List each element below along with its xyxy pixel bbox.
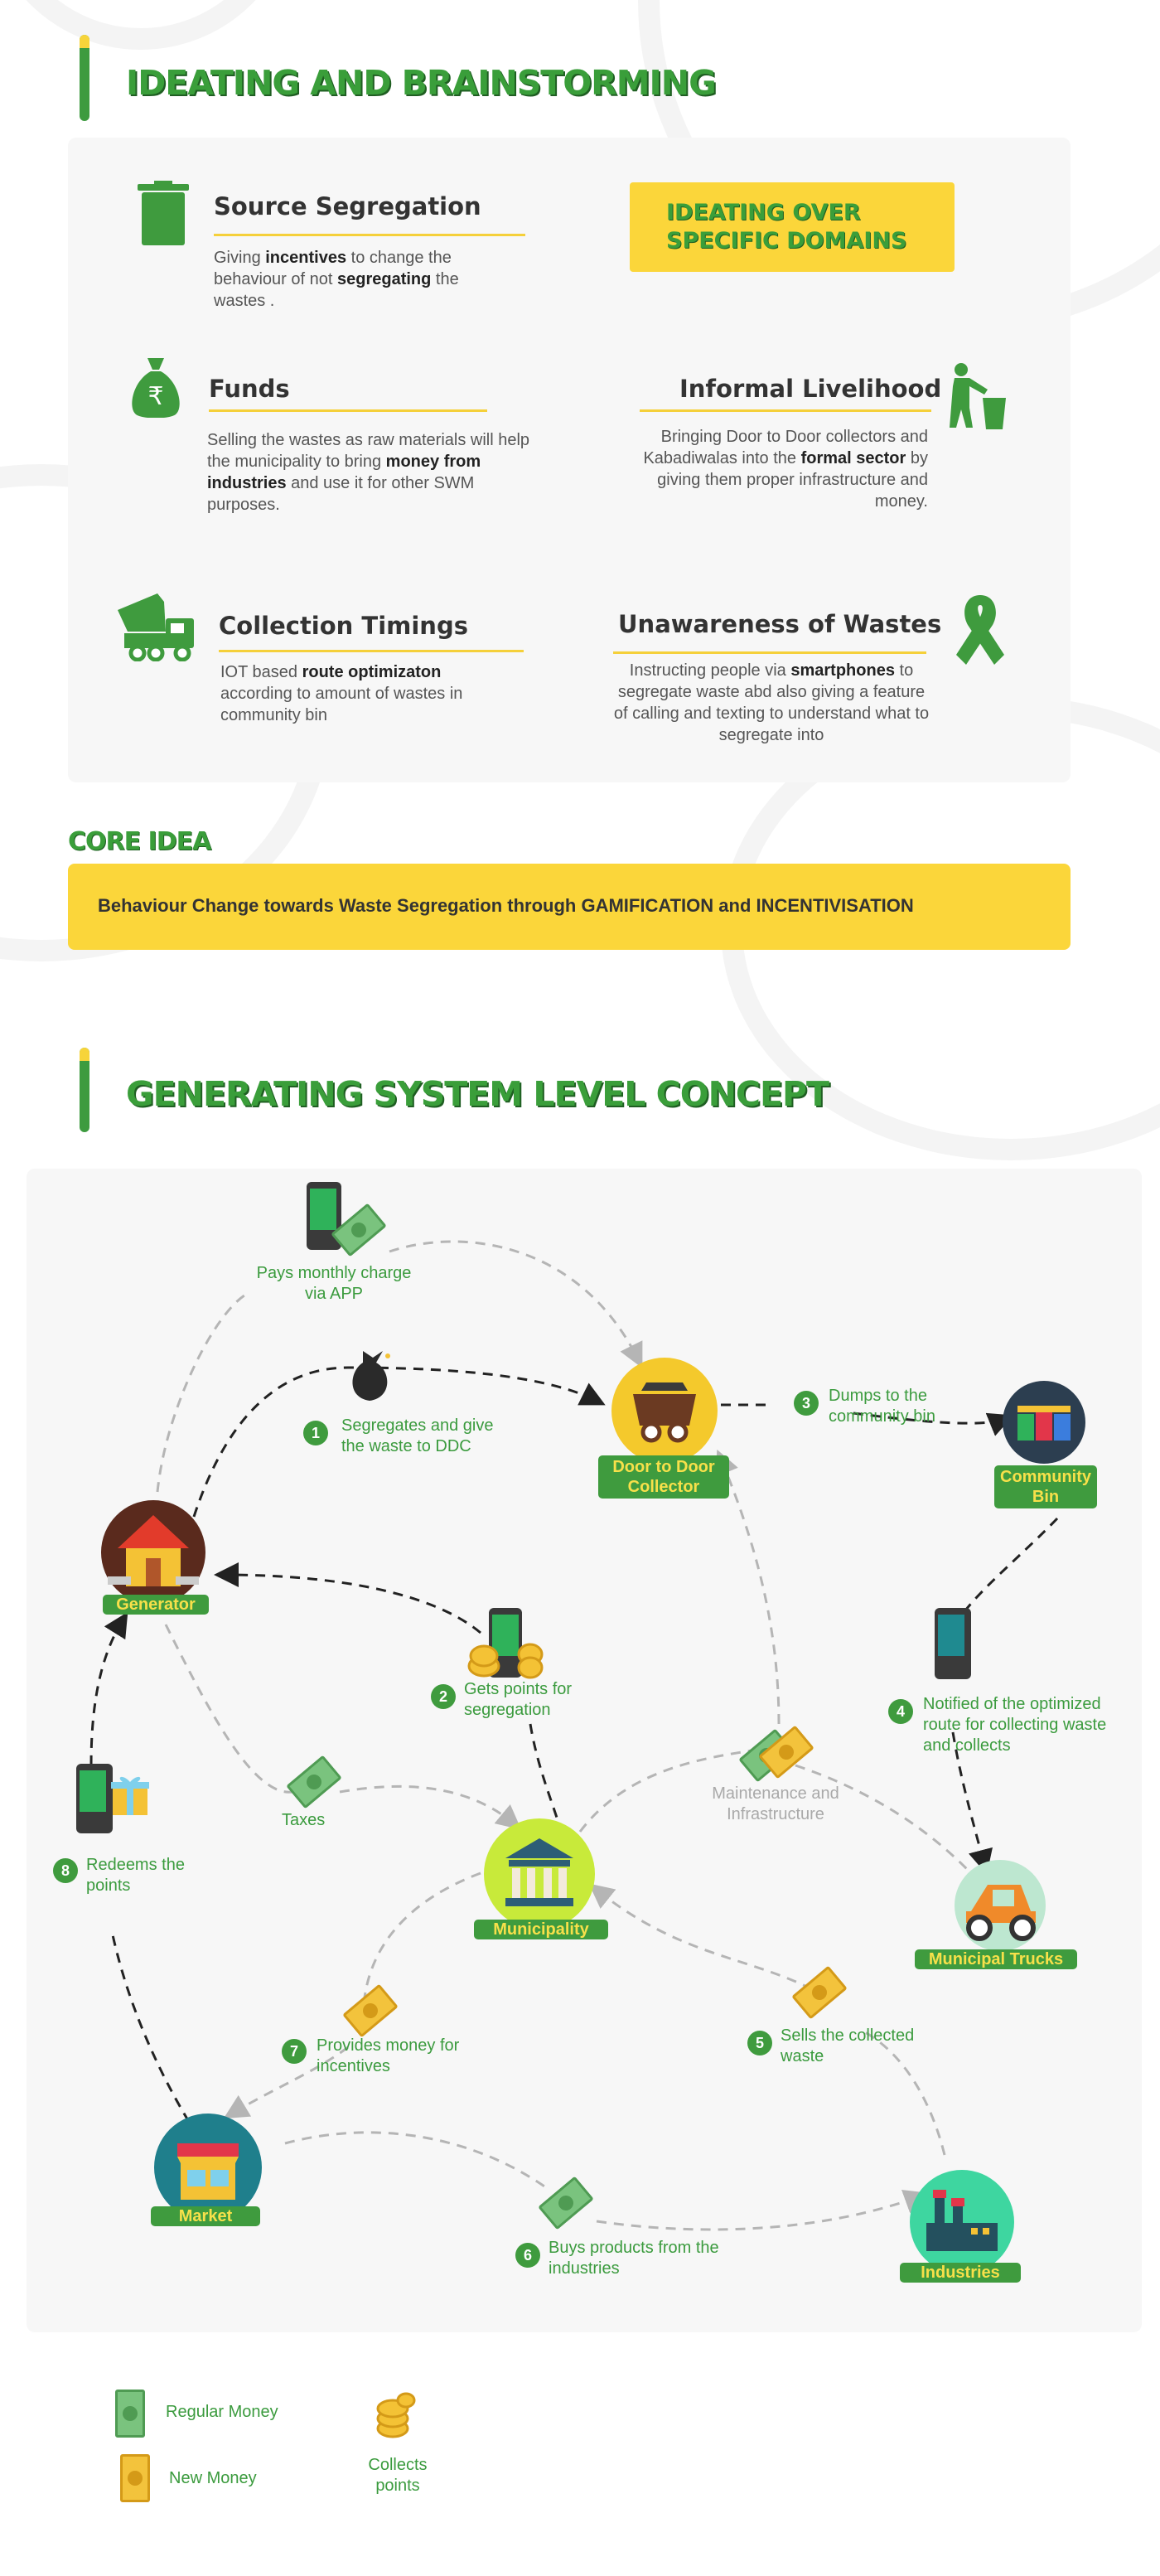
legend-new-money-label: New Money <box>169 2469 257 2487</box>
community-bin-icon <box>1003 1381 1085 1464</box>
smartphone-icon <box>935 1608 971 1679</box>
idea-title-funds: Funds <box>209 375 290 403</box>
legend-regular-money-label: Regular Money <box>166 2403 278 2421</box>
title-underline <box>640 409 931 412</box>
svg-text:₹: ₹ <box>147 382 163 411</box>
step-number: 1 <box>303 1421 328 1445</box>
industries-label: Industries <box>900 2263 1021 2283</box>
step-3-label: Dumps to the community bin <box>829 1387 935 1426</box>
badge-text: IDEATING OVER SPECIFIC DOMAINS <box>666 200 907 254</box>
idea-title-collection-timings: Collection Timings <box>219 612 468 640</box>
step-number: 2 <box>431 1684 456 1709</box>
idea-title-source-segregation: Source Segregation <box>214 192 481 220</box>
step-number: 4 <box>888 1699 913 1724</box>
title-underline <box>219 650 524 652</box>
idea-desc-unawareness: Instructing people via smartphones to se… <box>613 661 930 744</box>
step-number: 3 <box>794 1391 819 1416</box>
step-number: 6 <box>515 2243 540 2268</box>
step-1-label: Segregates and give the waste to DDC <box>341 1416 494 1455</box>
municipality-building-icon <box>484 1818 595 1930</box>
step-5-label: Sells the collected waste <box>781 2026 915 2065</box>
core-idea-title: CORE IDEA <box>68 827 211 856</box>
step-8-label: Redeems the points <box>86 1856 185 1895</box>
section-marker <box>80 1048 89 1132</box>
generator-label: Generator <box>103 1595 209 1615</box>
municipal-truck-icon <box>955 1860 1046 1951</box>
idea-title-informal-livelihood: Informal Livelihood <box>679 375 942 403</box>
step-number: 5 <box>747 2031 772 2055</box>
industries-factory-icon <box>910 2170 1014 2274</box>
ddc-label: Door to Door Collector <box>598 1455 729 1499</box>
smartphone-icon <box>489 1608 522 1678</box>
smartphone-icon <box>307 1182 341 1250</box>
legend-coins-icon <box>370 2392 419 2446</box>
municipality-label: Municipality <box>474 1920 608 1939</box>
garbage-bag-icon <box>348 1351 391 1407</box>
section-title-system: GENERATING SYSTEM LEVEL CONCEPT <box>126 1074 829 1114</box>
core-idea-box: Behaviour Change towards Waste Segregati… <box>68 864 1071 950</box>
core-idea-text: Behaviour Change towards Waste Segregati… <box>98 895 914 916</box>
waste-picker-icon <box>950 361 1008 433</box>
door-to-door-collector-icon <box>611 1358 718 1464</box>
title-underline <box>209 409 487 412</box>
generator-house-icon <box>101 1500 205 1605</box>
dump-truck-icon <box>116 593 199 666</box>
coins-icon <box>466 1638 545 1688</box>
step-4-label: Notified of the optimized route for coll… <box>923 1695 1107 1755</box>
section-marker <box>80 35 89 121</box>
municipal-trucks-label: Municipal Trucks <box>915 1949 1077 1969</box>
title-underline <box>613 651 926 654</box>
idea-desc-funds: Selling the wastes as raw materials will… <box>207 431 530 514</box>
step-number: 7 <box>282 2039 307 2064</box>
title-underline <box>214 234 525 236</box>
maintenance-label: Maintenance and Infrastructure <box>712 1784 839 1823</box>
gift-icon <box>111 1774 149 1821</box>
community-bin-label: Community Bin <box>994 1465 1097 1508</box>
legend-new-money-icon <box>120 2454 150 2502</box>
section-title-ideating: IDEATING AND BRAINSTORMING <box>126 63 717 103</box>
ideating-domains-badge: IDEATING OVER SPECIFIC DOMAINS <box>630 182 955 272</box>
step-2-label: Gets points for segregation <box>464 1680 573 1719</box>
idea-desc-source-segregation: Giving incentives to change the behaviou… <box>214 249 459 310</box>
awareness-ribbon-icon <box>953 592 1008 671</box>
idea-desc-informal-livelihood: Bringing Door to Door collectors and Kab… <box>643 428 928 511</box>
idea-desc-collection-timings: IOT based route optimizaton according to… <box>220 663 463 724</box>
smartphone-icon <box>76 1764 113 1833</box>
legend-collects-points-label: Collects points <box>368 2456 428 2495</box>
step-6-label: Buys products from the industries <box>549 2239 719 2278</box>
trash-bin-icon <box>138 181 189 251</box>
market-shop-icon <box>154 2114 262 2221</box>
step-number: 8 <box>53 1858 78 1883</box>
idea-title-unawareness: Unawareness of Wastes <box>618 610 942 638</box>
legend-regular-money-icon <box>115 2390 145 2438</box>
market-label: Market <box>151 2206 260 2226</box>
money-bag-icon: ₹ <box>129 358 182 422</box>
step-7-label: Provides money for incentives <box>317 2036 460 2075</box>
taxes-label: Taxes <box>282 1811 326 1829</box>
pays-monthly-label: Pays monthly charge via APP <box>256 1264 412 1303</box>
